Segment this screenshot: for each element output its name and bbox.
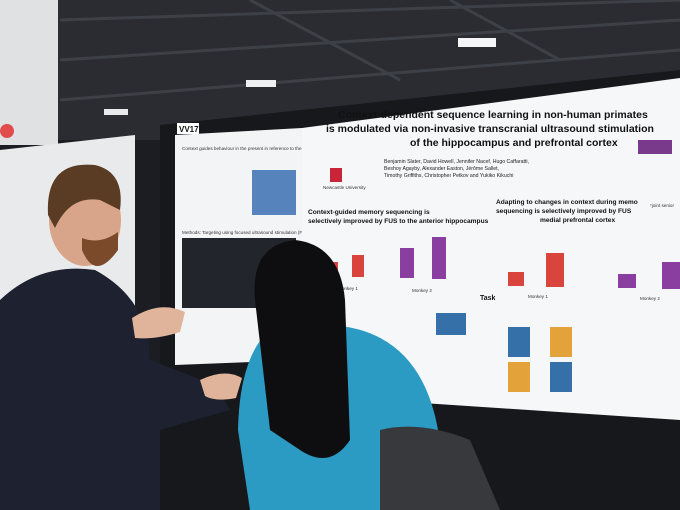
joint-note: *joint senior [650, 203, 674, 208]
figure-block [252, 170, 296, 215]
sponsor-logo [638, 140, 672, 154]
man-hair [47, 164, 121, 228]
ceiling-light [246, 80, 276, 87]
section-heading: Adapting to changes in context during me… [496, 199, 638, 206]
plot-label: Monkey 2 [412, 288, 432, 293]
poster-title: Context-dependent sequence learning in n… [338, 109, 648, 121]
poster-authors: Beshoy Agayby, Alexander Easton, Jérôme … [384, 166, 499, 172]
poster-title: of the hippocampus and prefrontal cortex [410, 137, 618, 149]
plot-label: Monkey 1 [528, 294, 548, 299]
university-logo [330, 168, 342, 182]
man-hand [200, 373, 242, 400]
man-sweater [0, 268, 230, 510]
backpack [380, 426, 500, 510]
man-hand [132, 307, 185, 339]
methods-heading: Methods: Targeting using focused ultraso… [182, 230, 311, 235]
ceiling-light [104, 109, 128, 115]
board-label-box [177, 123, 199, 134]
section-heading: sequencing is selectively improved by FU… [496, 208, 632, 215]
section-heading: Context-guided memory sequencing is [308, 209, 430, 216]
section-heading: selectively improved by FUS to the anter… [308, 218, 489, 225]
pillar [0, 0, 58, 145]
institution: Newcastle University [323, 185, 366, 190]
main-poster [302, 78, 680, 420]
ceiling-light [458, 38, 496, 47]
sign-icon [0, 124, 14, 138]
poster-authors: Timothy Griffiths, Christopher Petkov an… [384, 173, 513, 179]
task-heading: Task [480, 295, 496, 302]
poster-title: is modulated via non-invasive transcrani… [326, 123, 654, 135]
plot-label: Monkey 2 [640, 296, 660, 301]
section-heading: medial prefrontal cortex [540, 217, 615, 224]
left-heading: Context guides behaviour in the present … [182, 146, 312, 151]
man-beard [82, 232, 118, 266]
woman-hair [254, 240, 350, 458]
task-tiles [436, 313, 572, 392]
ceiling-beams [59, 0, 680, 102]
board-label: VV17 [179, 125, 199, 134]
plot-label: Monkey 1 [338, 286, 358, 291]
poster-authors: Benjamin Slater, David Howell, Jennifer … [384, 159, 529, 165]
